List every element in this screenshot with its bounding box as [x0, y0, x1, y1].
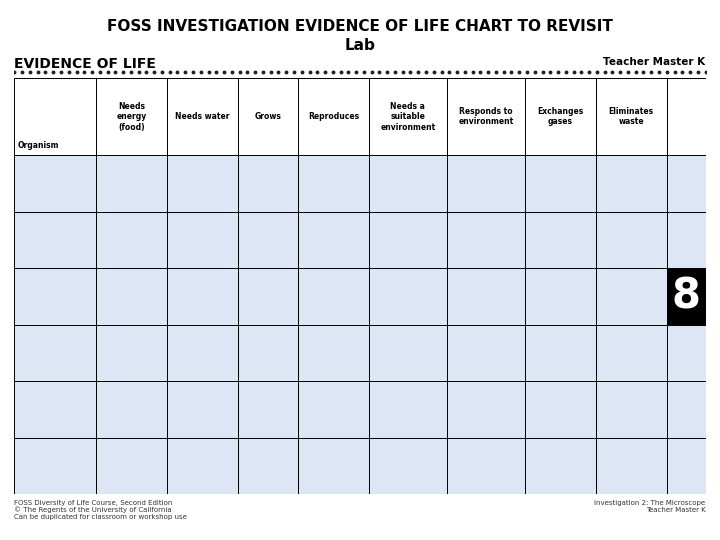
Bar	[369, 325, 447, 381]
Text: Grows: Grows	[254, 112, 282, 122]
Bar	[167, 325, 238, 381]
Bar	[167, 381, 238, 437]
Bar	[167, 268, 238, 325]
Bar	[369, 212, 447, 268]
Bar	[447, 381, 525, 437]
Bar	[96, 325, 167, 381]
Text: Exchanges
gases: Exchanges gases	[537, 107, 583, 126]
Text: Reproduces: Reproduces	[308, 112, 359, 122]
Bar	[96, 268, 167, 325]
Bar	[96, 155, 167, 212]
Bar	[298, 381, 369, 437]
Bar	[667, 212, 706, 268]
Bar	[595, 325, 667, 381]
Bar	[525, 325, 595, 381]
Bar	[298, 325, 369, 381]
Bar	[298, 155, 369, 212]
Text: Needs water: Needs water	[175, 112, 230, 122]
Bar	[447, 325, 525, 381]
Text: 8: 8	[672, 275, 701, 318]
Bar	[14, 325, 96, 381]
Bar	[595, 212, 667, 268]
Bar	[238, 268, 298, 325]
Bar	[525, 212, 595, 268]
Bar	[238, 381, 298, 437]
Text: Lab: Lab	[345, 38, 375, 53]
Text: Teacher Master K: Teacher Master K	[603, 57, 706, 67]
Bar	[369, 381, 447, 437]
Bar	[667, 381, 706, 437]
Text: Responds to
environment: Responds to environment	[458, 107, 513, 126]
Bar	[667, 437, 706, 494]
Text: FOSS Diversity of Life Course, Second Edition
© The Regents of the University of: FOSS Diversity of Life Course, Second Ed…	[14, 500, 187, 521]
Bar	[238, 78, 298, 155]
Bar	[447, 268, 525, 325]
Bar	[595, 155, 667, 212]
Bar	[525, 268, 595, 325]
Bar	[525, 381, 595, 437]
Bar	[167, 437, 238, 494]
Bar	[525, 155, 595, 212]
Bar	[447, 155, 525, 212]
Bar	[525, 437, 595, 494]
Bar	[447, 78, 525, 155]
Bar	[667, 325, 706, 381]
Bar	[167, 155, 238, 212]
Bar	[667, 78, 706, 155]
Text: FOSS INVESTIGATION EVIDENCE OF LIFE CHART TO REVISIT: FOSS INVESTIGATION EVIDENCE OF LIFE CHAR…	[107, 19, 613, 34]
Bar	[298, 268, 369, 325]
Bar	[14, 155, 96, 212]
Bar	[595, 437, 667, 494]
Bar	[298, 212, 369, 268]
Text: Organism: Organism	[17, 141, 58, 150]
Bar	[595, 268, 667, 325]
Bar	[667, 268, 706, 325]
Bar	[369, 78, 447, 155]
Bar	[238, 155, 298, 212]
Text: Eliminates
waste: Eliminates waste	[608, 107, 654, 126]
Text: Needs a
suitable
environment: Needs a suitable environment	[380, 102, 436, 132]
Text: Investigation 2: The Microscope
Teacher Master K: Investigation 2: The Microscope Teacher …	[595, 500, 706, 512]
Bar	[96, 212, 167, 268]
Bar	[238, 325, 298, 381]
Bar	[14, 437, 96, 494]
Bar	[238, 212, 298, 268]
Bar	[298, 78, 369, 155]
Bar	[238, 437, 298, 494]
Bar	[14, 381, 96, 437]
Bar	[595, 381, 667, 437]
Bar	[447, 212, 525, 268]
Bar	[298, 437, 369, 494]
Bar	[167, 212, 238, 268]
Bar	[525, 78, 595, 155]
Bar	[96, 78, 167, 155]
Bar	[96, 437, 167, 494]
Bar	[14, 78, 96, 155]
Bar	[595, 78, 667, 155]
Bar	[14, 212, 96, 268]
Bar	[14, 268, 96, 325]
Bar	[667, 155, 706, 212]
Bar	[369, 437, 447, 494]
Bar	[369, 268, 447, 325]
Bar	[447, 437, 525, 494]
Bar	[167, 78, 238, 155]
Text: Needs
energy
(food): Needs energy (food)	[116, 102, 146, 132]
Text: EVIDENCE OF LIFE: EVIDENCE OF LIFE	[14, 57, 156, 71]
Bar	[96, 381, 167, 437]
Bar	[369, 155, 447, 212]
